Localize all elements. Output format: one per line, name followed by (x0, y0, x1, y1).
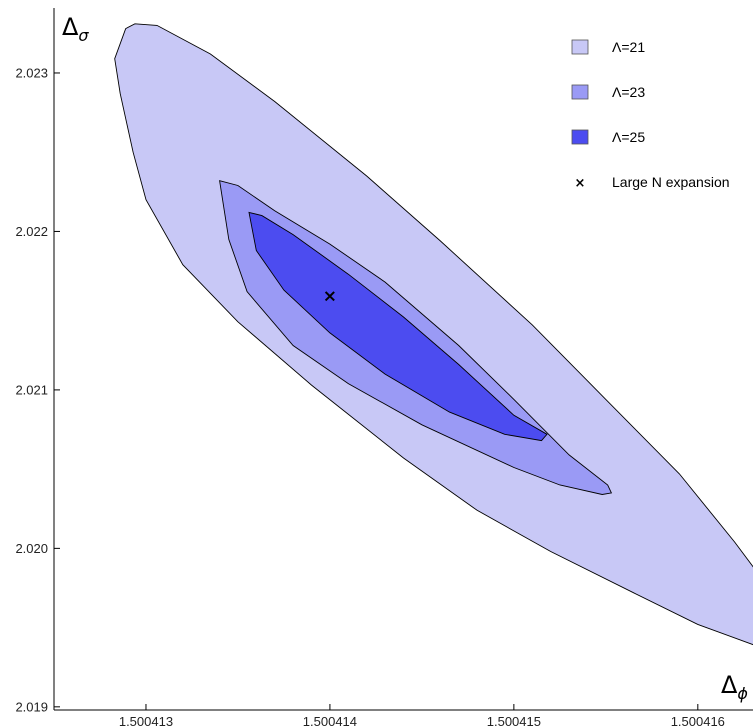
x-tick-label: 1.500414 (303, 714, 357, 726)
y-tick-label: 2.020 (15, 541, 48, 556)
legend-label-large-n: Large N expansion (612, 174, 730, 190)
confidence-regions (114, 23, 753, 646)
legend: Λ=21 Λ=23 Λ=25 × Large N expansion (571, 39, 730, 191)
legend-swatch-3 (571, 129, 589, 145)
y-tick-label: 2.023 (15, 65, 48, 80)
y-tick-label: 2.021 (15, 382, 48, 397)
x-tick-label: 1.500416 (671, 714, 725, 726)
legend-label-2: Λ=23 (612, 84, 645, 100)
axes (53, 8, 753, 711)
x-ticks: 1.500413 1.500414 1.500415 1.500416 (119, 704, 725, 726)
legend-marker-large-n: × (575, 176, 586, 191)
x-axis-title: Δϕ (721, 671, 748, 703)
large-n-marker: × (323, 286, 337, 306)
legend-swatch-1 (571, 39, 589, 55)
x-axis-title-main: Δ (721, 671, 738, 699)
y-tick-label: 2.019 (15, 699, 48, 714)
legend-label-1: Λ=21 (612, 39, 645, 55)
x-tick-label: 1.500415 (487, 714, 541, 726)
y-axis-title-sub: σ (78, 26, 89, 45)
x-axis-title-sub: ϕ (737, 684, 748, 703)
y-axis-title: Δσ (62, 13, 89, 45)
region-3 (248, 211, 548, 442)
y-tick-label: 2.022 (15, 224, 48, 239)
x-tick-label: 1.500413 (119, 714, 173, 726)
point-markers: × (323, 286, 337, 306)
y-axis-title-main: Δ (62, 13, 79, 41)
legend-swatch-2 (571, 84, 589, 100)
legend-label-3: Λ=25 (612, 129, 645, 145)
y-ticks: 2.019 2.020 2.021 2.022 2.023 (15, 65, 60, 714)
